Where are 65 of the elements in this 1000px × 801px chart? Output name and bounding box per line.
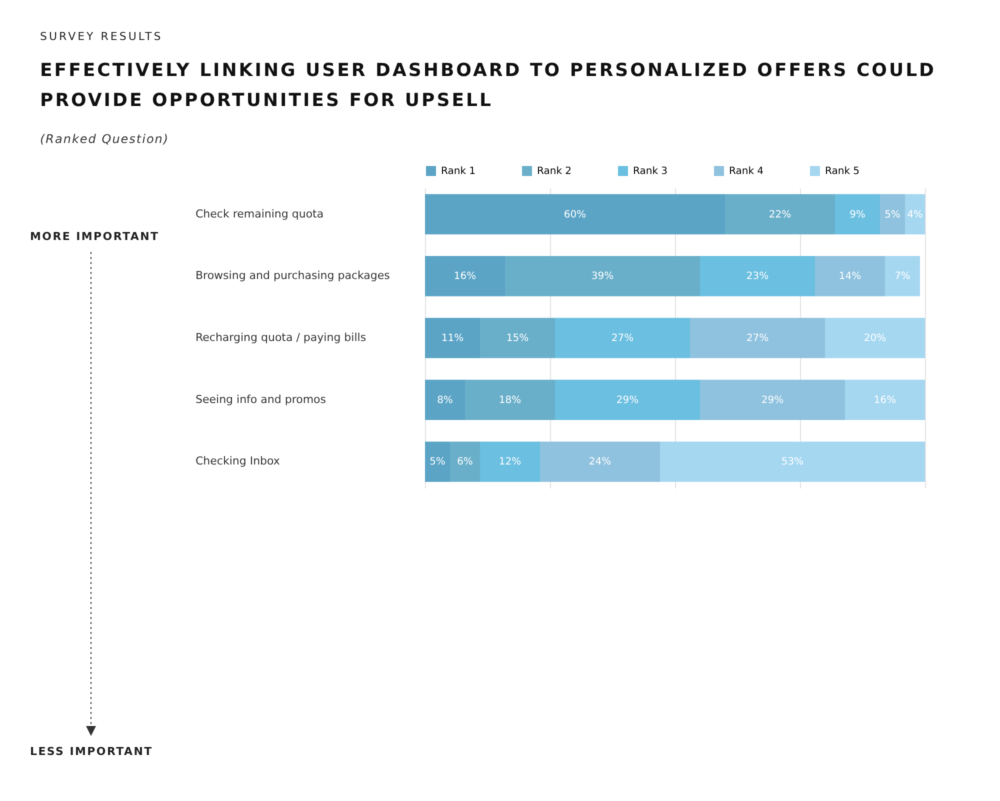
text: MORE IMPORTANT	[30, 230, 160, 243]
data-label: 5%	[430, 456, 446, 468]
data-label: 29%	[616, 394, 639, 406]
bar	[845, 380, 925, 420]
bar	[825, 318, 925, 358]
bar	[425, 256, 505, 296]
bar	[480, 318, 555, 358]
bar	[660, 442, 925, 482]
bar	[885, 256, 920, 296]
bar	[815, 256, 885, 296]
bar	[700, 380, 845, 420]
y-tick-label: Browsing and purchasing packages	[196, 269, 390, 282]
data-label: 60%	[564, 209, 586, 220]
data-label: 5%	[884, 209, 900, 220]
bar	[555, 318, 690, 358]
bar	[905, 194, 925, 234]
bar	[425, 380, 465, 420]
legend-label: Rank 5	[825, 166, 860, 177]
data-label: 23%	[746, 271, 769, 282]
legend-label: Rank 4	[729, 166, 764, 177]
text: LESS IMPORTANT	[30, 745, 153, 758]
data-label: 7%	[894, 271, 910, 282]
data-label: 11%	[441, 333, 464, 344]
legend-label: Rank 1	[441, 166, 476, 177]
chart-title: EFFECTIVELY LINKING USER DASHBOARD TO PERSONALIZED OFFERS COULD PROVIDE OPPORTUNITIES FOR UPSELL	[40, 59, 937, 113]
bar	[880, 194, 905, 234]
data-label: 15%	[506, 333, 529, 344]
data-label: 9%	[850, 209, 866, 220]
bar	[700, 256, 815, 296]
data-label: 27%	[611, 333, 634, 344]
bar	[425, 194, 725, 234]
bar	[835, 194, 880, 234]
data-label: 12%	[498, 456, 522, 468]
data-label: 24%	[588, 456, 612, 468]
data-label: 53%	[781, 456, 804, 468]
y-tick-label: Check remaining quota	[196, 207, 324, 220]
y-tick-label: Seeing info and promos	[196, 392, 326, 406]
data-label: 16%	[454, 271, 476, 282]
bar	[555, 380, 700, 420]
bar	[480, 442, 540, 482]
data-label: 18%	[498, 394, 522, 406]
bar	[725, 194, 835, 234]
y-tick-label: Checking Inbox	[196, 454, 280, 468]
data-label: 29%	[761, 394, 784, 406]
legend-label: Rank 3	[633, 166, 668, 177]
data-label: 39%	[591, 271, 614, 282]
bar	[465, 380, 555, 420]
data-label: 20%	[864, 333, 886, 344]
data-label: 22%	[768, 209, 792, 220]
bar	[425, 442, 450, 482]
bar	[540, 442, 660, 482]
text: (Ranked Question)	[40, 132, 170, 146]
bar	[505, 256, 700, 296]
legend-label: Rank 2	[537, 166, 572, 177]
data-label: 16%	[874, 394, 896, 406]
bar	[425, 318, 480, 358]
data-label: 4%	[907, 209, 923, 220]
data-label: 8%	[437, 394, 453, 406]
data-label: 27%	[746, 333, 769, 344]
data-label: 14%	[838, 271, 862, 282]
data-label: 6%	[457, 456, 473, 468]
bar	[690, 318, 825, 358]
bar	[450, 442, 480, 482]
y-tick-label: Recharging quota / paying bills	[196, 331, 366, 344]
text: SURVEY RESULTS	[40, 30, 163, 43]
